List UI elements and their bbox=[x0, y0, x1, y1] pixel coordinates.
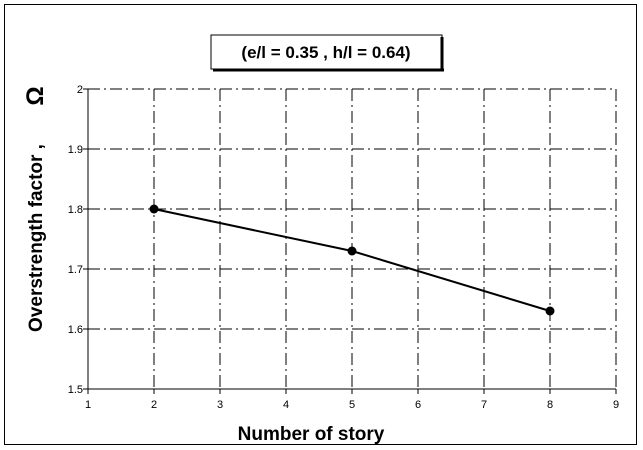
x-tick-label: 6 bbox=[415, 399, 421, 411]
x-tick-label: 5 bbox=[349, 399, 355, 411]
chart-title-box bbox=[210, 34, 443, 70]
x-tick-label: 3 bbox=[217, 399, 223, 411]
tick-labels: 1 2 3 4 5 6 7 8 9 1.5 1.6 1.7 1.8 1.9 2 bbox=[68, 84, 619, 411]
y-axis-title: Overstrength factor , bbox=[26, 144, 47, 332]
x-tick-label: 7 bbox=[481, 399, 487, 411]
x-tick-label: 2 bbox=[151, 399, 157, 411]
data-point-marker bbox=[545, 306, 555, 316]
axes bbox=[83, 88, 617, 394]
data-point-marker bbox=[347, 246, 357, 256]
x-tick-label: 9 bbox=[613, 399, 619, 411]
x-tick-label: 4 bbox=[283, 399, 289, 411]
y-tick-label: 1.8 bbox=[68, 204, 83, 216]
grid-lines bbox=[88, 88, 617, 389]
chart-frame bbox=[4, 4, 637, 445]
x-tick-label: 8 bbox=[547, 399, 553, 411]
x-axis-title: Number of story bbox=[238, 424, 385, 445]
x-tick-label: 1 bbox=[85, 399, 91, 411]
y-tick-label: 1.9 bbox=[68, 144, 83, 156]
y-axis-omega-symbol: Ω bbox=[22, 86, 49, 105]
data-point-marker bbox=[149, 204, 159, 214]
y-tick-label: 1.7 bbox=[68, 264, 83, 276]
y-tick-label: 1.5 bbox=[68, 384, 83, 396]
data-series bbox=[149, 204, 555, 316]
y-tick-label: 2 bbox=[77, 84, 83, 96]
y-tick-label: 1.6 bbox=[68, 324, 83, 336]
chart-title: (e/l = 0.35 , h/l = 0.64) bbox=[241, 43, 410, 62]
